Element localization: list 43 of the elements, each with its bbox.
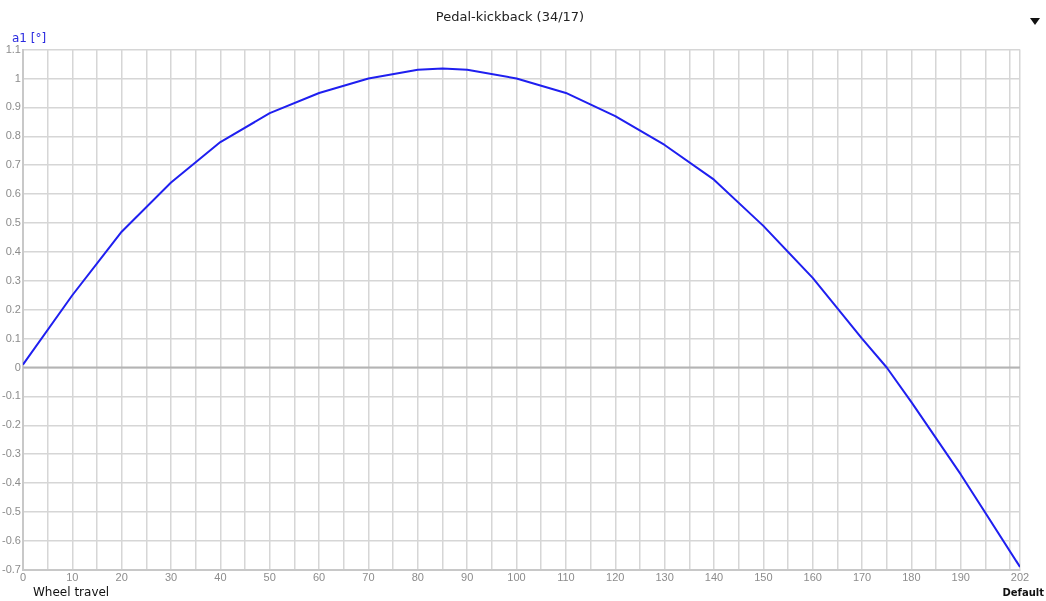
x-tick-label: 170: [852, 571, 872, 584]
y-tick-label: 0.7: [5, 158, 21, 171]
x-tick-label: 130: [655, 571, 674, 584]
x-tick-label: 150: [754, 571, 773, 584]
y-tick-label: -0.2: [1, 418, 21, 431]
y-axis-title: a1 [°]: [12, 30, 47, 45]
y-tick-label: 0.4: [5, 244, 21, 257]
x-tick-label: 30: [164, 571, 178, 584]
x-tick-label: 20: [115, 571, 128, 584]
y-tick-label: 0.9: [5, 100, 21, 113]
x-tick-label: 120: [606, 571, 625, 584]
y-tick-label: -0.5: [1, 505, 21, 518]
x-tick-label: 10: [66, 571, 79, 584]
x-tick-label: 40: [214, 571, 227, 584]
y-tick-label: -0.1: [1, 389, 21, 402]
x-tick-label: 70: [362, 571, 375, 584]
y-tick-label: 0.5: [5, 216, 21, 229]
y-tick-label: 0.8: [5, 129, 21, 142]
x-tick-label: 110: [557, 571, 575, 584]
text: Default: [1002, 587, 1045, 598]
x-axis-title: Wheel travel: [33, 585, 110, 599]
chart-title: Pedal-kickback (34/17): [435, 9, 585, 25]
x-tick-label: 80: [411, 571, 424, 584]
y-tick-label: -0.7: [1, 562, 21, 575]
y-tick-label: -0.6: [1, 533, 21, 546]
x-tick-label: 60: [312, 571, 326, 584]
y-tick-label: 0.3: [5, 273, 21, 286]
y-tick-label: 0.2: [5, 302, 21, 315]
x-tick-label: 190: [951, 571, 970, 584]
y-tick-label: -0.4: [1, 476, 21, 489]
y-tick-label: 0: [14, 360, 21, 373]
x-tick-label: 202: [1010, 571, 1030, 584]
y-tick-label: 1: [14, 71, 21, 84]
y-tick-label: -0.3: [1, 447, 21, 460]
x-tick-label: 180: [902, 571, 921, 584]
y-tick-label: 0.6: [5, 187, 21, 200]
x-tick-label: 140: [704, 571, 724, 584]
x-tick-label: 90: [461, 571, 474, 584]
y-tick-label: 1.1: [5, 42, 21, 55]
y-tick-label: 0.1: [5, 331, 21, 344]
x-tick-label: 100: [507, 571, 526, 584]
x-tick-label: 50: [263, 571, 276, 584]
x-tick-label: 160: [803, 571, 822, 584]
